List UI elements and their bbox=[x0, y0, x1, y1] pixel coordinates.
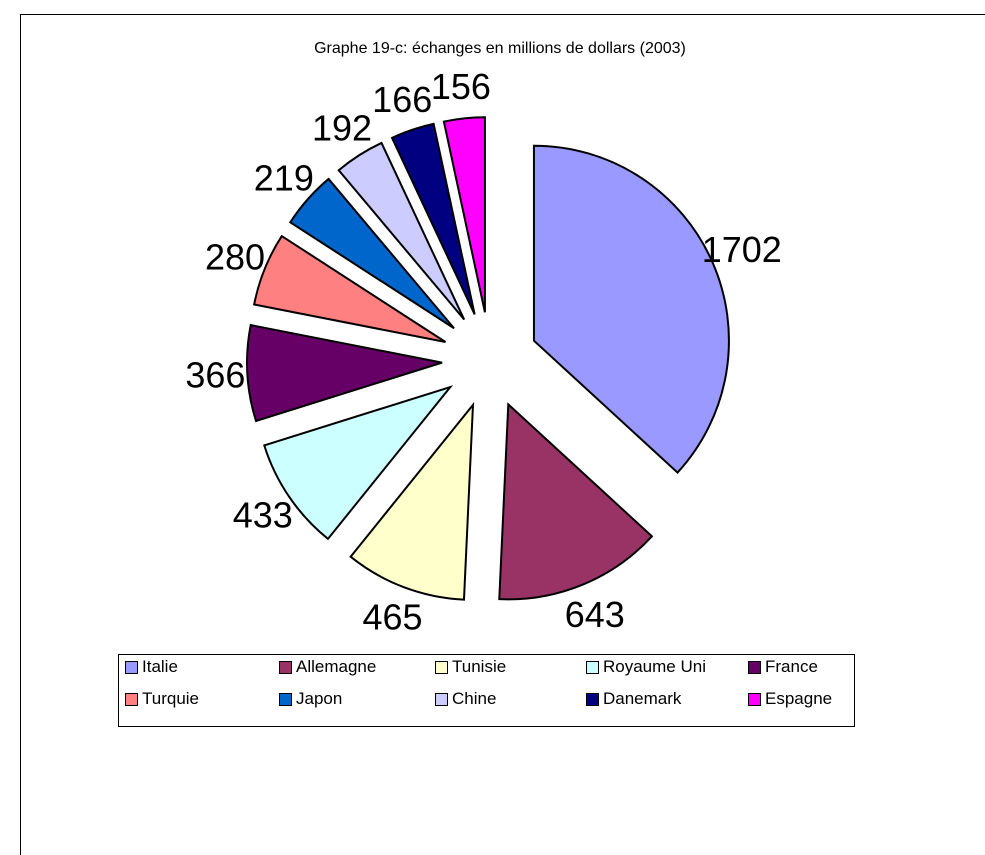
legend-label: Royaume Uni bbox=[603, 657, 706, 676]
pie-slice-allemagne bbox=[498, 402, 654, 601]
pie-slice-turquie bbox=[252, 234, 447, 343]
pie-slice-royaume-uni bbox=[263, 385, 454, 541]
legend-item-tunisie: Tunisie bbox=[435, 656, 506, 678]
data-label-italie: 1702 bbox=[702, 229, 782, 270]
data-label-japon: 219 bbox=[254, 158, 314, 199]
legend-item-chine: Chine bbox=[435, 688, 496, 710]
pie-slice-italie bbox=[532, 144, 730, 475]
legend-label: Japon bbox=[296, 689, 343, 708]
legend-label: Tunisie bbox=[452, 657, 507, 676]
legend-label: France bbox=[765, 657, 818, 676]
chart-frame bbox=[20, 14, 985, 855]
data-label-espagne: 156 bbox=[431, 66, 491, 107]
pie-slice-japon bbox=[288, 177, 455, 330]
legend-swatch bbox=[748, 692, 761, 706]
data-label-danemark: 166 bbox=[372, 79, 432, 120]
legend-swatch bbox=[748, 660, 761, 674]
data-label-tunisie: 465 bbox=[362, 597, 422, 638]
chart-title: Graphe 19-c: échanges en millions de dol… bbox=[314, 40, 686, 57]
pie-slice-chine bbox=[337, 141, 466, 321]
legend-item-france: France bbox=[748, 656, 818, 678]
legend-item-turquie: Turquie bbox=[125, 688, 199, 710]
pie-slice-danemark bbox=[390, 122, 476, 315]
legend-swatch bbox=[125, 660, 138, 674]
legend-item-espagne: Espagne bbox=[748, 688, 832, 710]
legend-label: Italie bbox=[142, 657, 178, 676]
data-label-allemagne: 643 bbox=[565, 594, 625, 635]
pie-slice-espagne bbox=[442, 116, 486, 313]
legend-swatch bbox=[435, 660, 448, 674]
legend-item-italie: Italie bbox=[125, 656, 178, 678]
legend-item-danemark: Danemark bbox=[586, 688, 681, 710]
legend-label: Espagne bbox=[765, 689, 833, 708]
data-label-royaume-uni: 433 bbox=[233, 494, 293, 535]
legend-label: Danemark bbox=[603, 689, 682, 708]
legend-item-royaume-uni: Royaume Uni bbox=[586, 656, 706, 678]
legend-label: Chine bbox=[452, 689, 497, 708]
legend-label: Allemagne bbox=[296, 657, 377, 676]
legend-swatch bbox=[435, 692, 448, 706]
pie-slice-tunisie bbox=[349, 401, 475, 601]
legend-label: Turquie bbox=[142, 689, 200, 708]
legend-item-allemagne: Allemagne bbox=[279, 656, 376, 678]
legend-swatch bbox=[279, 660, 292, 674]
legend-swatch bbox=[279, 692, 292, 706]
legend-swatch bbox=[125, 692, 138, 706]
legend-swatch bbox=[586, 660, 599, 674]
legend-swatch bbox=[586, 692, 599, 706]
data-label-chine: 192 bbox=[312, 108, 372, 149]
legend-item-japon: Japon bbox=[279, 688, 342, 710]
legend: Italie Allemagne Tunisie Royaume Uni France T… bbox=[118, 654, 855, 727]
pie-slice-france bbox=[246, 323, 443, 423]
data-label-france: 366 bbox=[185, 355, 245, 396]
data-label-turquie: 280 bbox=[205, 236, 265, 277]
